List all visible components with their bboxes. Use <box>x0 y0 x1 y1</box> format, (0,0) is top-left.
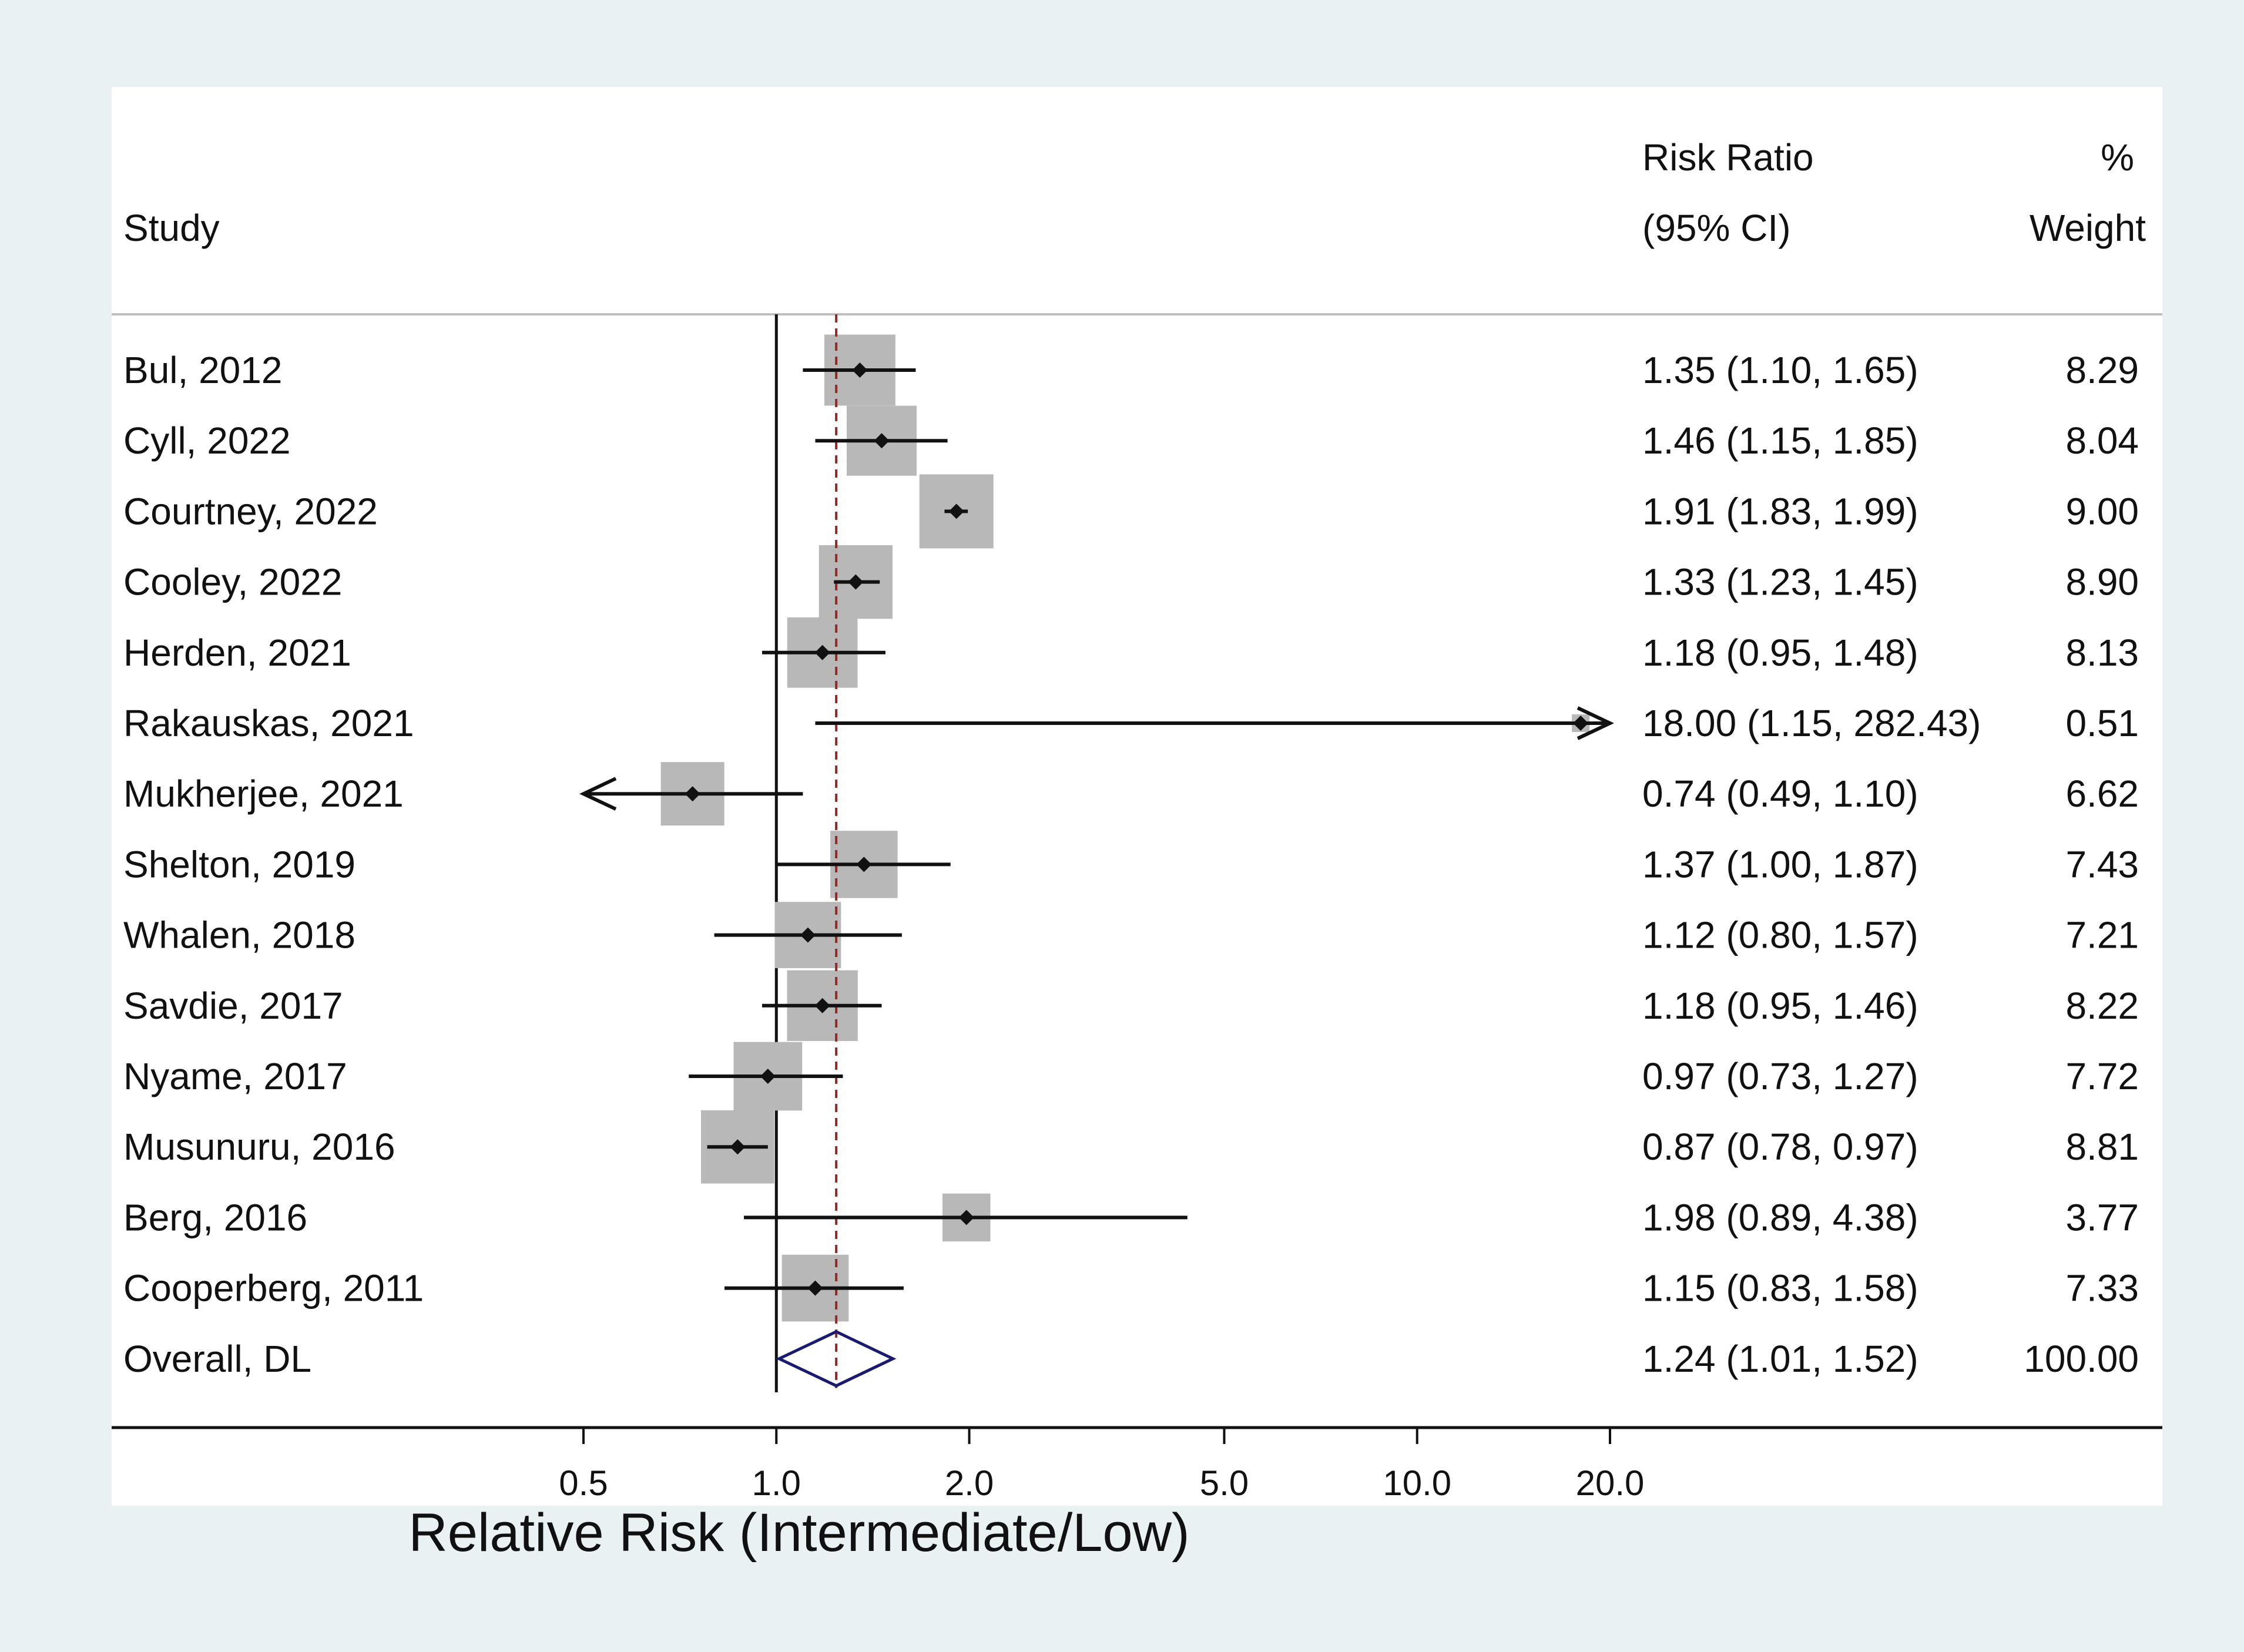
study-weight: 8.81 <box>2065 1126 2139 1168</box>
study-name: Savdie, 2017 <box>123 985 343 1027</box>
point-estimate <box>814 998 830 1013</box>
study-name: Bul, 2012 <box>123 349 282 391</box>
x-axis-label: Relative Risk (Intermediate/Low) <box>408 1503 1189 1563</box>
study-name: Courtney, 2022 <box>123 490 378 532</box>
plot-panel <box>112 87 2162 1506</box>
point-estimate <box>800 927 816 943</box>
study-weight: 7.21 <box>2065 914 2139 956</box>
study-name: Shelton, 2019 <box>123 843 355 885</box>
study-weight: 7.33 <box>2065 1267 2139 1309</box>
study-name: Mukherjee, 2021 <box>123 773 404 815</box>
overall-diamond <box>776 1330 897 1388</box>
ci-arrow-right <box>1576 706 1615 740</box>
study-name: Whalen, 2018 <box>123 914 355 956</box>
study-ci-text: 1.91 (1.83, 1.99) <box>1642 490 1918 532</box>
study-ci-text: 1.98 (0.89, 4.38) <box>1642 1196 1918 1238</box>
x-tick-label: 2.0 <box>945 1463 994 1503</box>
study-ci-text: 1.33 (1.23, 1.45) <box>1642 561 1918 603</box>
study-name: Cyll, 2022 <box>123 419 291 462</box>
point-estimate <box>685 786 700 802</box>
study-weight: 8.29 <box>2065 349 2139 391</box>
point-estimate <box>848 574 864 590</box>
point-estimate <box>814 644 830 660</box>
study-ci-text: 1.46 (1.15, 1.85) <box>1642 419 1918 462</box>
study-weight: 7.72 <box>2065 1055 2139 1097</box>
study-ci-text: 1.18 (0.95, 1.48) <box>1642 632 1918 674</box>
study-weight: 3.77 <box>2065 1196 2139 1238</box>
ci-arrow-left <box>579 777 617 811</box>
x-tick-label: 5.0 <box>1200 1463 1249 1503</box>
header-study: Study <box>123 207 220 249</box>
study-weight: 8.90 <box>2065 561 2139 603</box>
study-name: Rakauskas, 2021 <box>123 702 414 744</box>
study-ci-text: 1.35 (1.10, 1.65) <box>1642 349 1918 391</box>
header-weight: Weight <box>2030 207 2146 249</box>
study-ci-text: 1.18 (0.95, 1.46) <box>1642 985 1918 1027</box>
point-estimate <box>852 362 868 378</box>
header-risk-ratio: Risk Ratio <box>1642 136 1814 179</box>
study-ci-text: 1.12 (0.80, 1.57) <box>1642 914 1918 956</box>
study-ci-text: 1.15 (0.83, 1.58) <box>1642 1267 1918 1309</box>
study-name: Musunuru, 2016 <box>123 1126 395 1168</box>
x-tick-label: 1.0 <box>752 1463 801 1503</box>
study-ci-text: 18.00 (1.15, 282.43) <box>1642 702 1981 744</box>
study-name: Cooley, 2022 <box>123 561 342 603</box>
study-weight: 9.00 <box>2065 490 2139 532</box>
point-estimate <box>760 1069 776 1084</box>
overall-ci-text: 1.24 (1.01, 1.52) <box>1642 1338 1918 1380</box>
study-weight: 6.62 <box>2065 773 2139 815</box>
point-estimate <box>1573 716 1589 731</box>
x-axis: 0.5 1.0 2.0 5.0 10.0 20.0 <box>559 1428 1644 1503</box>
study-name: Nyame, 2017 <box>123 1055 347 1097</box>
x-tick-label: 10.0 <box>1383 1463 1451 1503</box>
header-ci: (95% CI) <box>1642 207 1791 249</box>
study-rows: Bul, 2012 1.35 (1.10, 1.65) 8.29 Cyll, 2022… <box>123 349 2139 1380</box>
point-estimate <box>807 1280 823 1296</box>
study-ci-text: 0.97 (0.73, 1.27) <box>1642 1055 1918 1097</box>
point-estimate <box>948 503 964 519</box>
x-tick-label: 0.5 <box>559 1463 608 1503</box>
study-ci-text: 0.87 (0.78, 0.97) <box>1642 1126 1918 1168</box>
study-weight: 0.51 <box>2065 702 2139 744</box>
study-weight: 8.04 <box>2065 419 2139 462</box>
point-estimate <box>874 433 890 449</box>
point-estimate <box>958 1210 974 1225</box>
study-ci-text: 0.74 (0.49, 1.10) <box>1642 773 1918 815</box>
study-weight: 8.22 <box>2065 985 2139 1027</box>
study-name: Cooperberg, 2011 <box>123 1267 424 1309</box>
header-percent: % <box>2101 136 2134 179</box>
study-weight: 7.43 <box>2065 843 2139 885</box>
study-name: Berg, 2016 <box>123 1196 307 1238</box>
overall-name: Overall, DL <box>123 1338 311 1380</box>
study-name: Herden, 2021 <box>123 632 351 674</box>
point-estimate <box>730 1139 746 1155</box>
study-weight: 8.13 <box>2065 632 2139 674</box>
study-ci-text: 1.37 (1.00, 1.87) <box>1642 843 1918 885</box>
point-estimate <box>856 857 872 872</box>
overall-weight: 100.00 <box>2024 1338 2139 1380</box>
plot-marks <box>579 314 1615 1392</box>
x-tick-label: 20.0 <box>1576 1463 1645 1503</box>
